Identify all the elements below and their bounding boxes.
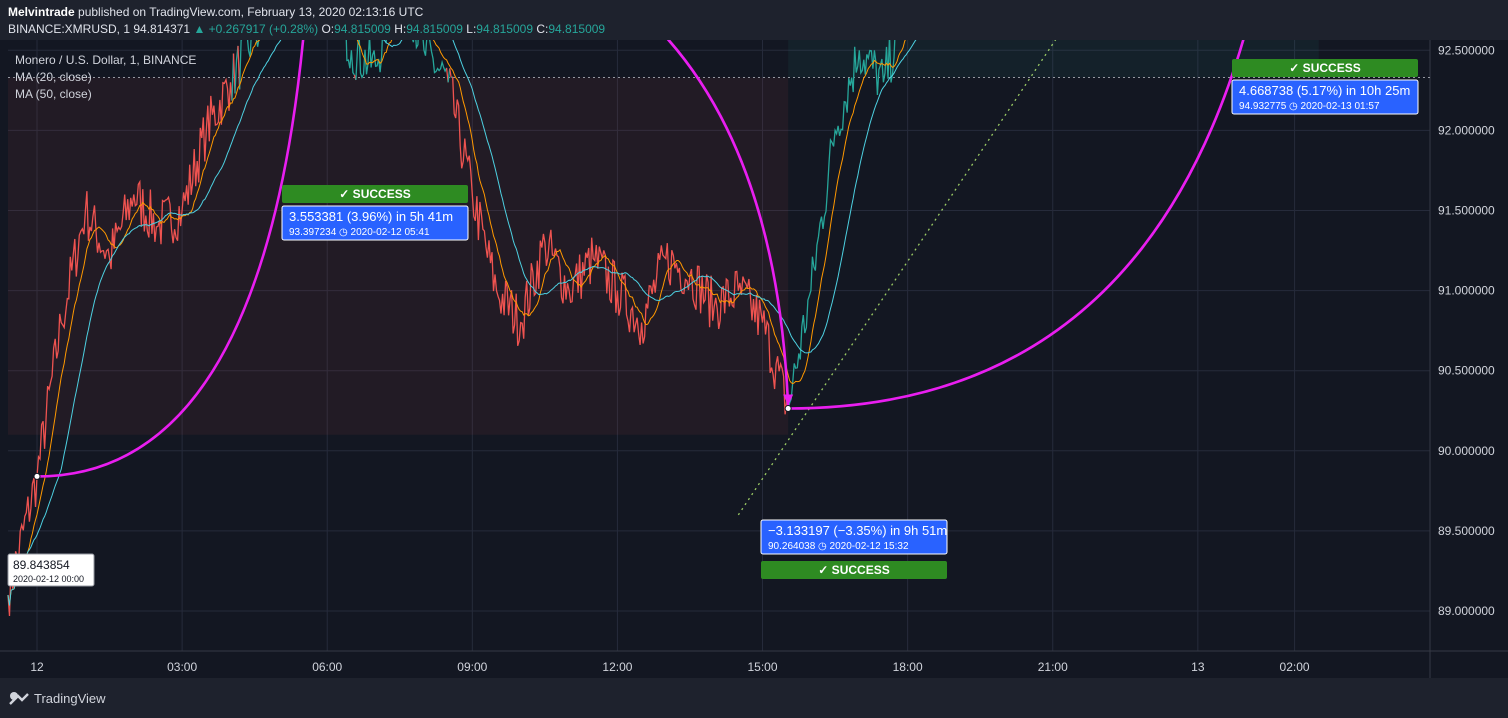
price-series-line xyxy=(234,45,239,94)
callout-trough: −3.133197 (−3.35%) in 9h 51m 90.264038 ◷ … xyxy=(760,519,948,579)
callout-change-text: 4.668738 (5.17%) in 10h 25m xyxy=(1239,83,1410,98)
start-date-text: 2020-02-12 00:00 xyxy=(13,574,84,584)
open-label: O: xyxy=(321,22,335,36)
legend-title: Monero / U.S. Dollar, 1, BINANCE xyxy=(15,53,196,67)
chart-area[interactable]: 89.000000 89.500000 90.000000 90.500000 91.0… xyxy=(0,0,1508,678)
success-badge xyxy=(1232,59,1418,77)
low-value: 94.815009 xyxy=(476,22,534,36)
y-tick-label: 91.000000 xyxy=(1438,284,1495,298)
symbol-label: BINANCE:XMRUSD, 1 xyxy=(8,22,131,36)
anchor-point xyxy=(784,405,792,413)
plot-background xyxy=(8,40,1430,651)
x-tick-label: 15:00 xyxy=(748,660,778,674)
price-chart[interactable]: 89.000000 89.500000 90.000000 90.500000 91.0… xyxy=(0,0,1508,678)
success-badge xyxy=(282,185,468,203)
x-tick-label: 06:00 xyxy=(312,660,342,674)
callout-box xyxy=(1231,79,1419,115)
footer: TradingView xyxy=(0,678,1508,718)
y-tick-label: 90.500000 xyxy=(1438,364,1495,378)
x-tick-label: 03:00 xyxy=(167,660,197,674)
ma-20-line xyxy=(7,0,918,606)
success-badge xyxy=(761,561,947,579)
x-tick-label: 02:00 xyxy=(1280,660,1310,674)
price-series-line xyxy=(355,0,448,81)
success-badge-text: ✓ SUCCESS xyxy=(818,563,889,577)
last-price: 94.814371 xyxy=(133,22,191,36)
y-tick-label: 90.000000 xyxy=(1438,444,1495,458)
anchor-point xyxy=(33,472,41,480)
price-series-line xyxy=(786,0,909,409)
arrow-up-1 xyxy=(37,0,308,478)
arrow-up-2 xyxy=(788,0,1256,410)
chart-header: Melvintrade published on TradingView.com… xyxy=(0,0,1508,40)
low-label: L: xyxy=(466,22,477,36)
callout-box xyxy=(281,205,469,241)
legend-ma50: MA (50, close) xyxy=(15,87,92,101)
price-series-line xyxy=(238,0,355,90)
callout-detail-text: 94.932775 ◷ 2020-02-13 01:57 xyxy=(1239,101,1380,112)
high-value: 94.815009 xyxy=(406,22,463,36)
callout-detail-text: 93.397234 ◷ 2020-02-12 05:41 xyxy=(289,227,430,238)
published-text: published on TradingView.com, February 1… xyxy=(74,5,424,19)
publisher-name[interactable]: Melvintrade xyxy=(8,5,75,19)
x-tick-label: 21:00 xyxy=(1038,660,1068,674)
tradingview-logo-icon xyxy=(9,692,29,705)
price-series-line xyxy=(7,77,233,617)
callout-box xyxy=(760,519,948,555)
x-tick-label: 09:00 xyxy=(457,660,487,674)
start-price-callout: 89.843854 2020-02-12 00:00 xyxy=(7,553,95,587)
callout-detail-text: 90.264038 ◷ 2020-02-12 15:32 xyxy=(768,541,909,552)
price-series-group xyxy=(7,0,909,617)
success-badge-text: ✓ SUCCESS xyxy=(1289,61,1360,75)
price-series-line xyxy=(449,68,452,78)
close-value: 94.815009 xyxy=(548,22,606,36)
ohlc-line: BINANCE:XMRUSD, 1 94.814371 ▲ +0.267917 … xyxy=(8,22,605,36)
tradingview-brand[interactable]: TradingView xyxy=(34,691,106,706)
success-badge-text: ✓ SUCCESS xyxy=(339,187,410,201)
legend-ma20: MA (20, close) xyxy=(15,70,92,84)
publish-info: Melvintrade published on TradingView.com… xyxy=(8,5,423,19)
price-change: ▲ +0.267917 (+0.28%) xyxy=(193,22,319,36)
start-box xyxy=(7,553,95,587)
start-price-text: 89.843854 xyxy=(13,558,70,572)
callout-high: 4.668738 (5.17%) in 10h 25m 94.932775 ◷ 2… xyxy=(1231,59,1419,115)
open-value: 94.815009 xyxy=(334,22,391,36)
callout-change-text: −3.133197 (−3.35%) in 9h 51m xyxy=(768,523,947,538)
x-tick-label: 12:00 xyxy=(602,660,632,674)
arrow-head-2 xyxy=(783,394,794,406)
ma-50-line xyxy=(7,0,934,606)
price-series-line xyxy=(452,76,788,415)
y-tick-label: 91.500000 xyxy=(1438,204,1495,218)
x-tick-label: 18:00 xyxy=(893,660,923,674)
y-tick-label: 92.000000 xyxy=(1438,123,1495,137)
high-label: H: xyxy=(394,22,407,36)
y-tick-label: 89.000000 xyxy=(1438,604,1495,618)
callout-peak: 3.553381 (3.96%) in 5h 41m 93.397234 ◷ 20… xyxy=(281,185,469,241)
x-tick-label: 13 xyxy=(1191,660,1205,674)
callout-change-text: 3.553381 (3.96%) in 5h 41m xyxy=(289,209,453,224)
y-tick-label: 89.500000 xyxy=(1438,524,1495,538)
x-tick-label: 12 xyxy=(30,660,44,674)
close-label: C: xyxy=(536,22,549,36)
y-tick-label: 92.500000 xyxy=(1438,43,1495,57)
